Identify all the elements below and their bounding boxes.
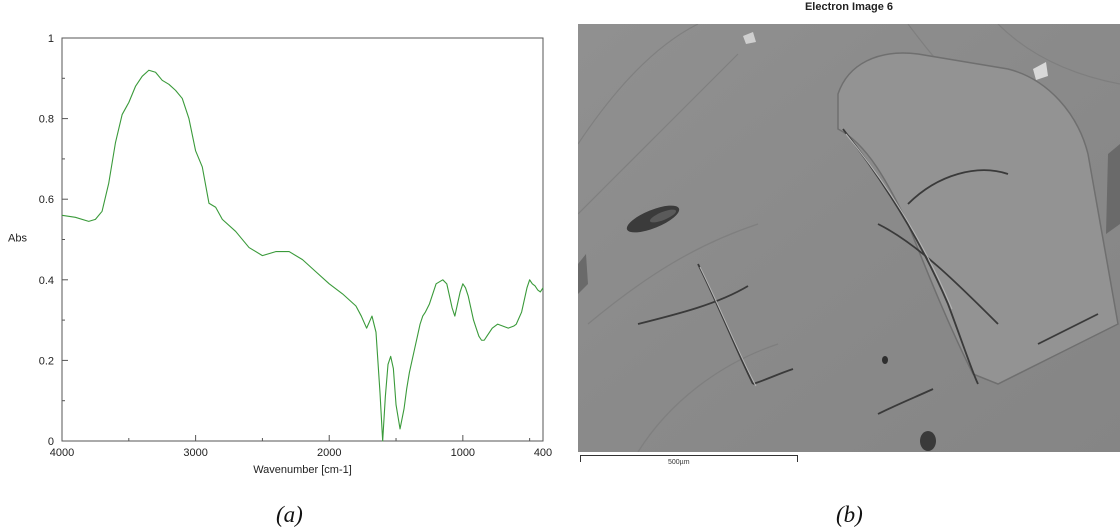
x-tick-label: 4000: [50, 447, 74, 459]
y-axis-label: Abs: [8, 233, 27, 245]
x-tick-label: 1000: [451, 447, 475, 459]
y-tick-label: 0.2: [39, 355, 54, 367]
sem-image-title: Electron Image 6: [804, 1, 894, 13]
ftir-chart: 0 0.2 0.4 0.6 0.8 1 4000 3000 2000 1000 400 Wavenum…: [0, 0, 560, 480]
x-tick-label: 3000: [183, 447, 207, 459]
y-tick-label: 0.6: [39, 194, 54, 206]
caption-a: (a): [276, 502, 303, 527]
x-tick-label: 400: [534, 447, 552, 459]
scale-bar-label: 500µm: [668, 459, 690, 466]
spectrum-line: [61, 69, 544, 442]
x-tick-label: 2000: [317, 447, 341, 459]
ftir-chart-svg: 0 0.2 0.4 0.6 0.8 1 4000 3000 2000 1000 400 Wavenum…: [8, 33, 552, 476]
scale-bar: [580, 455, 798, 464]
sem-micrograph: [578, 24, 1120, 452]
plot-frame: [61, 37, 544, 442]
y-tick-label: 1: [48, 33, 54, 45]
caption-b: (b): [836, 502, 863, 527]
y-tick-label: 0.4: [39, 275, 54, 287]
sem-panel: Electron Image 6: [578, 0, 1120, 480]
y-tick-label: 0: [48, 436, 54, 448]
x-axis-label: Wavenumber [cm-1]: [253, 464, 352, 476]
y-tick-label: 0.8: [39, 114, 54, 126]
